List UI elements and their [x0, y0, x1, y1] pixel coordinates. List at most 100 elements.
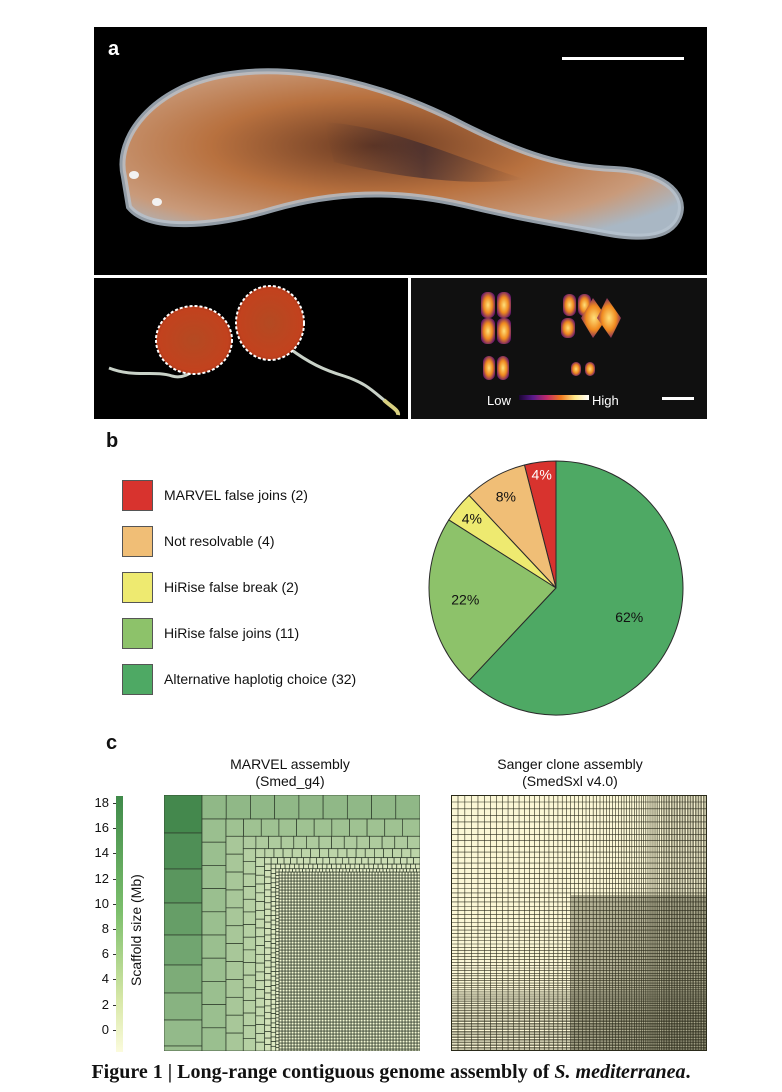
treemap-cell	[341, 946, 346, 951]
treemap-cell	[278, 1009, 283, 1014]
treemap-cell	[398, 991, 403, 996]
treemap-cell	[344, 1027, 349, 1032]
treemap-cell	[305, 889, 310, 894]
treemap-cell	[413, 997, 418, 1002]
treemap-cell	[275, 1040, 280, 1045]
treemap-cell	[293, 1012, 298, 1017]
treemap-cell	[308, 991, 313, 996]
treemap-cell	[225, 907, 244, 927]
treemap-cell	[290, 970, 295, 975]
treemap-cell	[377, 1048, 382, 1051]
treemap-cell	[335, 883, 340, 888]
treemap-cell	[410, 877, 415, 882]
treemap-cell	[303, 863, 309, 870]
treemap-cell	[320, 967, 325, 972]
treemap-cell	[413, 964, 418, 969]
treemap-cell	[323, 874, 328, 879]
treemap-cell	[335, 1012, 340, 1017]
treemap-cell	[317, 988, 322, 993]
treemap-cell	[299, 883, 304, 888]
treemap-cell	[281, 952, 286, 957]
treemap-cell	[290, 1018, 295, 1023]
treemap-cell	[284, 1006, 289, 1011]
treemap-cell	[311, 910, 316, 915]
treemap-cell	[242, 861, 257, 875]
treemap-cell	[302, 1036, 307, 1041]
treemap-cell	[242, 1000, 257, 1014]
treemap-cell	[359, 910, 364, 915]
treemap-cell	[329, 1000, 334, 1005]
treemap-cell	[281, 892, 286, 897]
treemap-cell	[377, 1027, 382, 1032]
treemap-cell	[344, 997, 349, 1002]
treemap-cell	[317, 991, 322, 996]
treemap-cell	[380, 985, 385, 990]
treemap-cell	[329, 922, 334, 927]
treemap-cell	[255, 997, 266, 1008]
treemap-cell	[398, 901, 403, 906]
treemap-cell	[281, 979, 286, 984]
treemap-cell	[326, 1021, 331, 1026]
treemap-cell	[377, 907, 382, 912]
treemap-cell	[299, 1033, 304, 1038]
treemap-cell	[404, 1015, 409, 1020]
treemap-cell	[270, 1041, 277, 1047]
treemap-cell	[323, 1036, 328, 1041]
treemap-cell	[377, 886, 382, 891]
treemap-cell	[347, 961, 352, 966]
treemap-cell	[401, 848, 412, 859]
treemap-cell	[323, 1033, 328, 1038]
treemap-cell	[305, 964, 310, 969]
figure-caption: Figure 1 | Long-range contiguous genome …	[0, 1061, 782, 1084]
treemap-cell	[380, 886, 385, 891]
treemap-cell	[344, 982, 349, 987]
treemap-cell	[384, 818, 403, 837]
treemap-cell	[347, 1030, 352, 1035]
treemap-cell	[290, 1000, 295, 1005]
treemap-cell	[332, 937, 337, 942]
marvel-treemap	[164, 795, 420, 1051]
treemap-cell	[368, 880, 373, 885]
treemap-cell	[340, 863, 346, 870]
treemap-cell	[323, 1003, 328, 1008]
treemap-cell	[380, 892, 385, 897]
scale-bar-small	[662, 397, 694, 400]
treemap-cell	[371, 946, 376, 951]
treemap-cell	[359, 937, 364, 942]
treemap-cell	[293, 880, 298, 885]
treemap-cell	[308, 922, 313, 927]
treemap-cell	[299, 1021, 304, 1026]
treemap-cell	[347, 916, 352, 921]
treemap-cell	[371, 955, 376, 960]
treemap-cell	[329, 991, 334, 996]
treemap-cell	[359, 1036, 364, 1041]
treemap-cell	[311, 922, 316, 927]
treemap-cell	[392, 1021, 397, 1026]
treemap-cell	[362, 907, 367, 912]
treemap-cell	[371, 949, 376, 954]
treemap-cell	[335, 973, 340, 978]
treemap-cell	[383, 979, 388, 984]
treemap-cell	[332, 994, 337, 999]
treemap-cell	[368, 1024, 373, 1029]
treemap-cell	[329, 961, 334, 966]
treemap-cell	[374, 955, 379, 960]
treemap-cell	[290, 1006, 295, 1011]
treemap-cell	[293, 1015, 298, 1020]
treemap-cell	[413, 922, 418, 927]
treemap-cell	[413, 970, 418, 975]
treemap-cell	[317, 940, 322, 945]
treemap-cell	[404, 961, 409, 966]
treemap-cell	[401, 1003, 406, 1008]
treemap-cell	[383, 922, 388, 927]
treemap-cell	[290, 955, 295, 960]
treemap-cell	[326, 883, 331, 888]
treemap-cell	[335, 1042, 340, 1047]
treemap-cell	[410, 979, 415, 984]
treemap-cell	[380, 889, 385, 894]
treemap-cell	[299, 880, 304, 885]
treemap-cell	[356, 874, 361, 879]
treemap-cell	[341, 1006, 346, 1011]
treemap-cell	[398, 949, 403, 954]
treemap-cell	[398, 1000, 403, 1005]
